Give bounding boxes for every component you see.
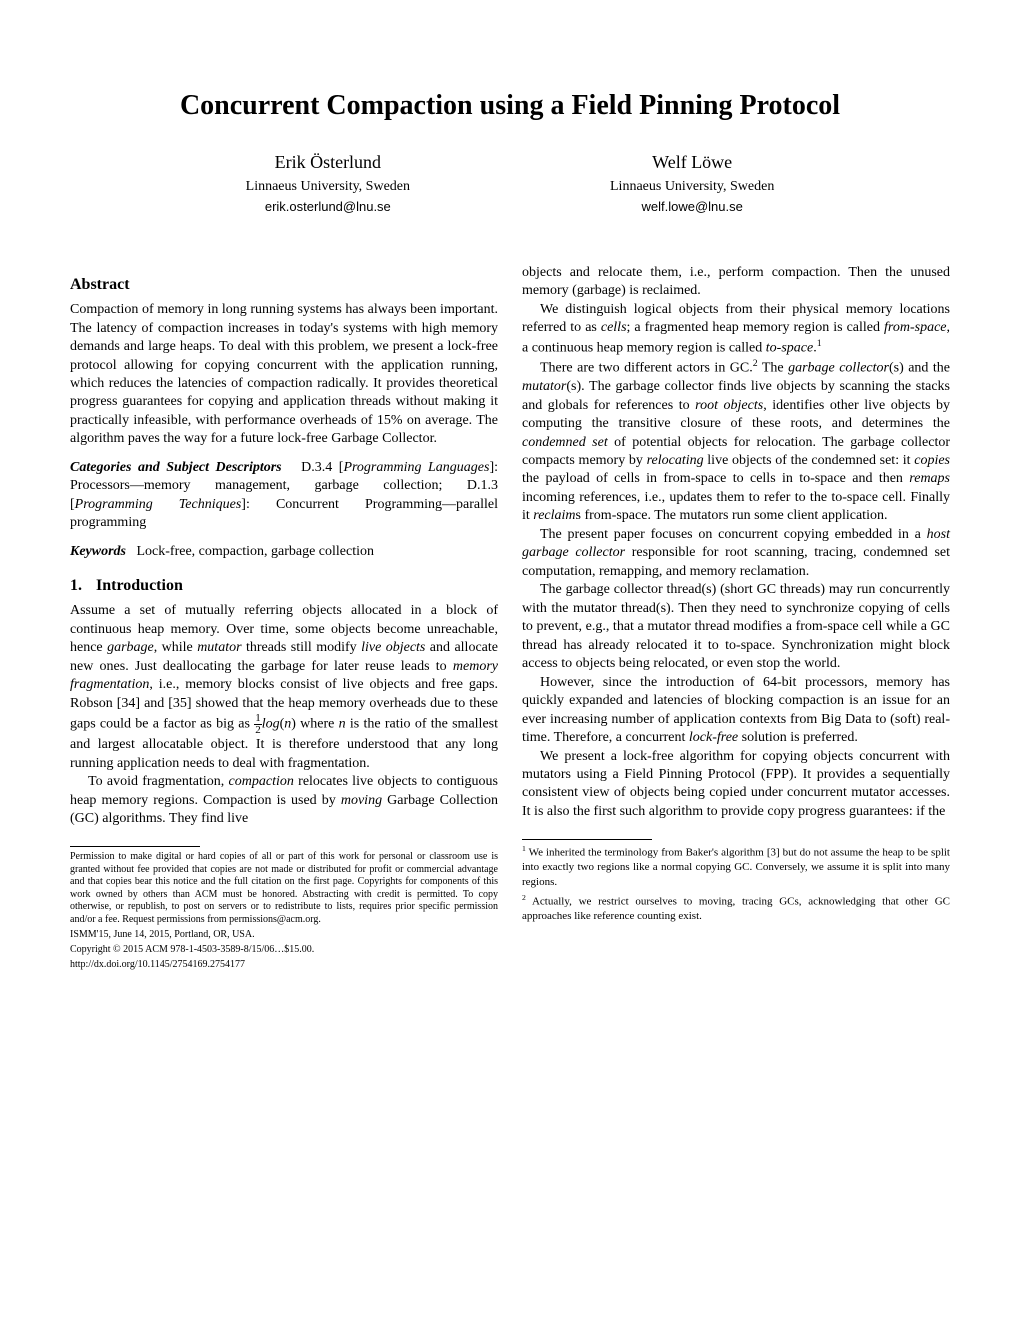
author-block-2: Welf Löwe Linnaeus University, Sweden we… bbox=[610, 152, 774, 214]
footnote-2-text: Actually, we restrict ourselves to movin… bbox=[522, 896, 950, 922]
ip1-t2: garbage bbox=[107, 640, 154, 655]
cat-t4: Programming Techniques bbox=[75, 497, 242, 512]
left-column: Abstract Compaction of memory in long ru… bbox=[70, 264, 498, 971]
author-name: Erik Österlund bbox=[246, 152, 410, 173]
right-para-1: objects and relocate them, i.e., perform… bbox=[522, 264, 950, 301]
rp3-t7: root objects bbox=[695, 398, 763, 413]
author-email: erik.osterlund@lnu.se bbox=[246, 199, 410, 214]
footnote-1-text: We inherited the terminology from Baker'… bbox=[522, 847, 950, 888]
intro-para-1: Assume a set of mutually referring objec… bbox=[70, 602, 498, 773]
cat-t2: Programming Languages bbox=[343, 460, 489, 475]
footnote-1: 1 We inherited the terminology from Bake… bbox=[522, 844, 950, 889]
rp3-t4: (s) and the bbox=[889, 361, 950, 376]
venue-line: ISMM'15, June 14, 2015, Portland, OR, US… bbox=[70, 928, 498, 941]
ip1-t3: , while bbox=[154, 640, 197, 655]
footnote-separator bbox=[70, 846, 200, 847]
rp2-t2: cells bbox=[601, 320, 627, 335]
keywords-text: Lock-free, compaction, garbage collectio… bbox=[137, 544, 375, 559]
rp3-t11: relocating bbox=[647, 453, 704, 468]
rp6-t2: lock-free bbox=[689, 730, 738, 745]
rp3-t2: The bbox=[758, 361, 788, 376]
permission-text: Permission to make digital or hard copie… bbox=[70, 851, 498, 926]
rp2-t4: from-space bbox=[884, 320, 946, 335]
rp3-t3: garbage collector bbox=[788, 361, 889, 376]
author-affiliation: Linnaeus University, Sweden bbox=[610, 179, 774, 195]
abstract-text: Compaction of memory in long running sys… bbox=[70, 301, 498, 449]
author-affiliation: Linnaeus University, Sweden bbox=[246, 179, 410, 195]
footnote-2: 2 Actually, we restrict ourselves to mov… bbox=[522, 893, 950, 923]
rp2-t3: ; a fragmented heap memory region is cal… bbox=[627, 320, 885, 335]
paper-title: Concurrent Compaction using a Field Pinn… bbox=[70, 90, 950, 122]
right-para-5: The garbage collector thread(s) (short G… bbox=[522, 581, 950, 673]
ip2-t2: compaction bbox=[229, 774, 294, 789]
section-title: Introduction bbox=[96, 577, 183, 594]
categories-label: Categories and Subject Descriptors bbox=[70, 460, 282, 475]
right-column: objects and relocate them, i.e., perform… bbox=[522, 264, 950, 971]
author-block-1: Erik Österlund Linnaeus University, Swed… bbox=[246, 152, 410, 214]
right-para-4: The present paper focuses on concurrent … bbox=[522, 526, 950, 581]
rp3-t5: mutator bbox=[522, 379, 566, 394]
footnote-ref-1: 1 bbox=[817, 338, 822, 349]
keywords-label: Keywords bbox=[70, 544, 126, 559]
copyright-line: Copyright © 2015 ACM 978-1-4503-3589-8/1… bbox=[70, 943, 498, 956]
rp3-t13: copies bbox=[914, 453, 950, 468]
ip1-t5: threads still modify bbox=[242, 640, 362, 655]
rp6-t3: solution is preferred. bbox=[738, 730, 858, 745]
doi-line: http://dx.doi.org/10.1145/2754169.275417… bbox=[70, 958, 498, 971]
abstract-heading: Abstract bbox=[70, 274, 498, 295]
intro-heading: 1. Introduction bbox=[70, 575, 498, 596]
right-para-3: There are two different actors in GC.2 T… bbox=[522, 358, 950, 526]
intro-para-2: To avoid fragmentation, compaction reloc… bbox=[70, 773, 498, 828]
author-name: Welf Löwe bbox=[610, 152, 774, 173]
rp3-t18: s from-space. The mutators run some clie… bbox=[576, 508, 888, 523]
ip1-t4: mutator bbox=[197, 640, 241, 655]
right-para-7: We present a lock-free algorithm for cop… bbox=[522, 748, 950, 822]
ip2-t4: moving bbox=[341, 793, 382, 808]
right-para-2: We distinguish logical objects from thei… bbox=[522, 301, 950, 358]
ip1-t13: ) where bbox=[291, 717, 338, 732]
rp3-t17: reclaim bbox=[533, 508, 575, 523]
footnote-separator-right bbox=[522, 839, 652, 840]
rp4-t1: The present paper focuses on concurrent … bbox=[540, 527, 927, 542]
rp3-t9: condemned set bbox=[522, 435, 608, 450]
ip1-t14: n bbox=[339, 717, 346, 732]
right-para-6: However, since the introduction of 64-bi… bbox=[522, 674, 950, 748]
cat-t1: D.3.4 [ bbox=[301, 460, 343, 475]
rp3-t1: There are two different actors in GC. bbox=[540, 361, 753, 376]
fraction-half: 12 bbox=[254, 713, 262, 736]
author-email: welf.lowe@lnu.se bbox=[610, 199, 774, 214]
rp3-t14: the payload of cells in from-space to ce… bbox=[522, 471, 909, 486]
categories-block: Categories and Subject Descriptors D.3.4… bbox=[70, 459, 498, 533]
rp2-t6: to-space bbox=[766, 341, 813, 356]
two-column-layout: Abstract Compaction of memory in long ru… bbox=[70, 264, 950, 971]
section-number: 1. bbox=[70, 577, 82, 594]
ip2-t1: To avoid fragmentation, bbox=[88, 774, 229, 789]
ip1-t6: live objects bbox=[361, 640, 425, 655]
authors-row: Erik Österlund Linnaeus University, Swed… bbox=[70, 152, 950, 214]
ip1-t10: log bbox=[262, 717, 280, 732]
rp3-t12: live objects of the condemned set: it bbox=[704, 453, 915, 468]
footnotes-block: 1 We inherited the terminology from Bake… bbox=[522, 844, 950, 923]
keywords-block: Keywords Lock-free, compaction, garbage … bbox=[70, 543, 498, 561]
rp3-t15: remaps bbox=[909, 471, 950, 486]
